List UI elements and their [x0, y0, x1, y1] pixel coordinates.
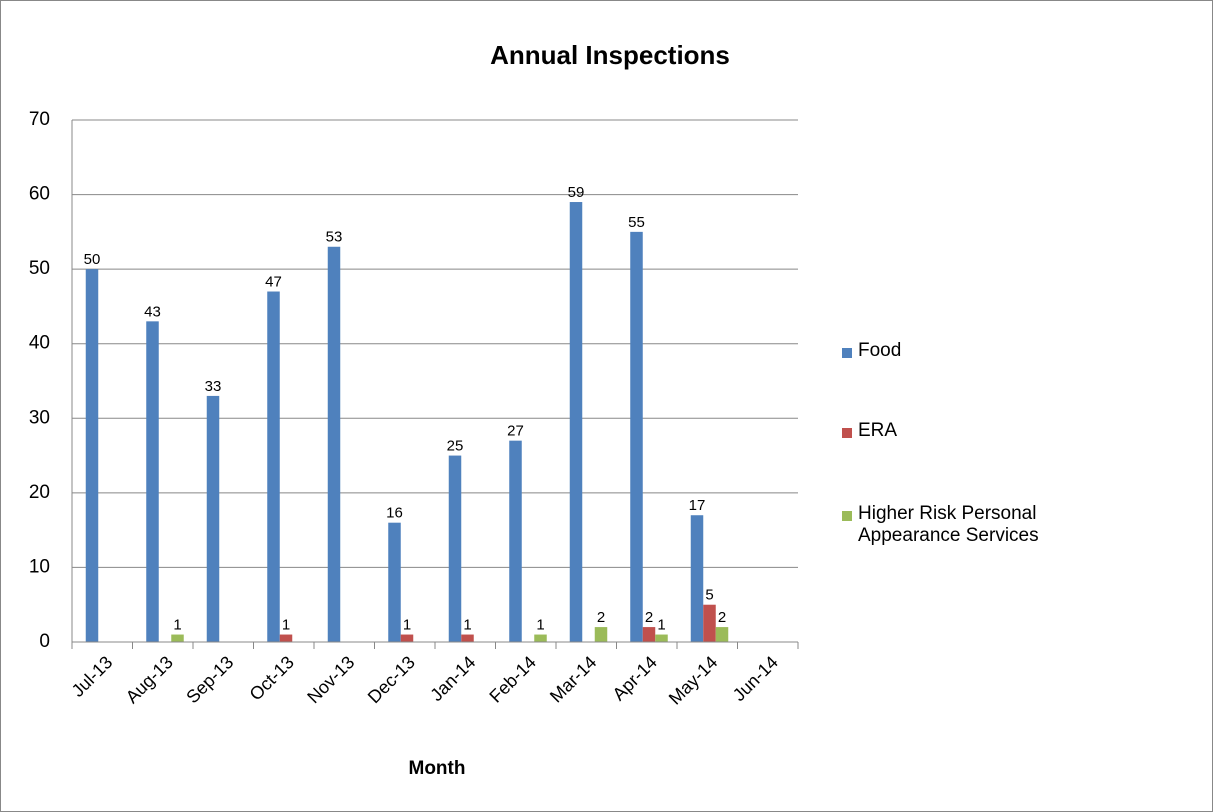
bar — [461, 634, 474, 642]
bar — [630, 231, 643, 642]
x-tick-label: Dec-13 — [364, 652, 419, 707]
y-tick-label: 10 — [29, 556, 50, 577]
data-label: 1 — [657, 617, 665, 634]
bar — [594, 627, 608, 642]
data-label: 25 — [447, 438, 464, 455]
y-tick-label: 20 — [29, 482, 50, 503]
bar — [85, 269, 99, 642]
bar — [388, 522, 401, 642]
chart-title: Annual Inspections — [490, 40, 730, 70]
data-label: 50 — [84, 251, 101, 268]
x-tick-label: Oct-13 — [246, 652, 298, 704]
x-axis-title: Month — [409, 758, 466, 779]
x-tick-label: Apr-14 — [609, 652, 661, 704]
bar — [534, 634, 547, 642]
bar — [267, 291, 280, 642]
y-tick-label: 0 — [39, 631, 50, 652]
x-tick-label: Jan-14 — [426, 652, 479, 705]
data-label: 1 — [463, 617, 471, 634]
y-tick-label: 40 — [29, 333, 50, 354]
legend-label: Food — [858, 340, 902, 361]
bar — [703, 604, 716, 642]
data-label: 53 — [326, 229, 343, 246]
data-label: 33 — [205, 378, 222, 395]
bar — [642, 627, 656, 642]
x-tick-label: Jun-14 — [729, 652, 782, 705]
bar — [715, 627, 729, 642]
data-label: 16 — [386, 505, 403, 522]
bar — [327, 246, 341, 642]
legend-swatch — [842, 511, 852, 521]
x-tick-label: Mar-14 — [546, 652, 600, 706]
y-tick-label: 60 — [29, 184, 50, 205]
x-tick-label: Jul-13 — [68, 652, 117, 701]
data-label: 1 — [173, 617, 181, 634]
data-label: 1 — [282, 617, 290, 634]
legend-label: ERA — [858, 420, 898, 441]
x-tick-label: May-14 — [665, 652, 722, 709]
y-tick-label: 30 — [29, 407, 50, 428]
data-label: 2 — [645, 609, 653, 626]
legend-item: Higher Risk Personal Appearance Services — [842, 503, 1098, 547]
data-label: 1 — [536, 617, 544, 634]
legend-swatch — [842, 428, 852, 438]
x-tick-label: Sep-13 — [182, 652, 237, 707]
y-tick-label: 70 — [29, 109, 50, 130]
data-label: 5 — [705, 587, 713, 604]
bar — [509, 440, 522, 642]
bar — [569, 202, 583, 642]
legend-item: Food — [842, 340, 1098, 362]
legend-label: Higher Risk Personal Appearance Services — [858, 503, 1039, 546]
data-label: 2 — [597, 609, 605, 626]
x-tick-label: Aug-13 — [122, 652, 177, 707]
data-label: 43 — [144, 303, 161, 320]
y-tick-label: 50 — [29, 258, 50, 279]
bar — [146, 321, 159, 642]
bar — [171, 634, 184, 642]
data-label: 27 — [507, 423, 524, 440]
data-label: 47 — [265, 273, 282, 290]
bar — [400, 634, 414, 642]
x-tick-label: Feb-14 — [485, 652, 539, 706]
data-label: 2 — [718, 609, 726, 626]
legend-item: ERA — [842, 420, 1098, 442]
bar — [655, 634, 668, 642]
bar — [279, 634, 293, 642]
bar — [690, 515, 704, 642]
x-tick-label: Nov-13 — [303, 652, 358, 707]
data-label: 59 — [568, 184, 585, 201]
bar — [448, 455, 462, 642]
data-label: 17 — [689, 497, 706, 514]
data-label: 1 — [403, 617, 411, 634]
legend-swatch — [842, 348, 852, 358]
bar — [206, 395, 220, 642]
data-label: 55 — [628, 214, 645, 231]
